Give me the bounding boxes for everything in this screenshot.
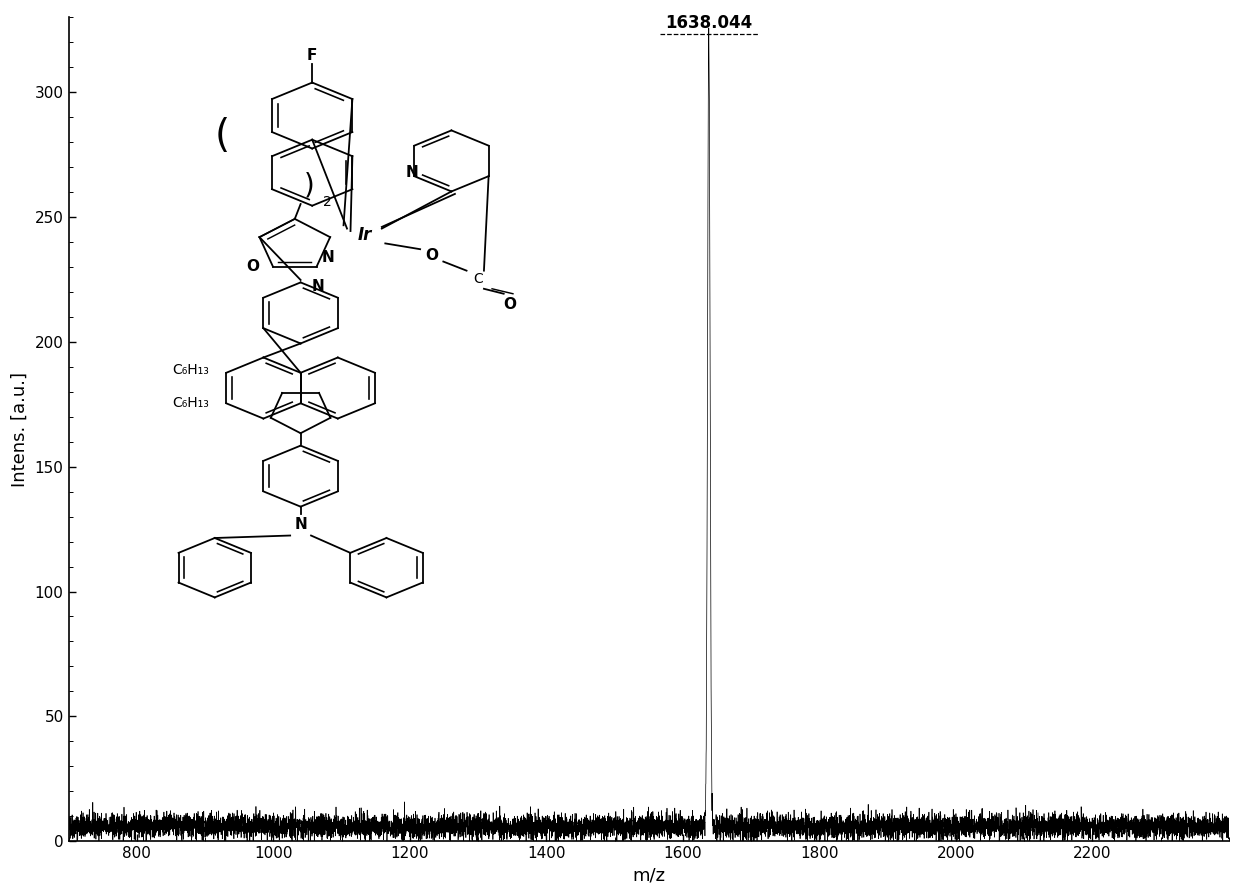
Text: ): ) bbox=[304, 172, 314, 200]
Text: N: N bbox=[405, 165, 418, 179]
Text: F: F bbox=[308, 47, 317, 63]
X-axis label: m/z: m/z bbox=[632, 867, 665, 885]
Text: C: C bbox=[474, 271, 484, 286]
Text: O: O bbox=[246, 259, 259, 274]
Text: Ir: Ir bbox=[357, 226, 372, 245]
Text: (: ( bbox=[215, 116, 229, 155]
Text: O: O bbox=[425, 248, 438, 263]
Text: 1638.044: 1638.044 bbox=[665, 13, 753, 31]
Text: N: N bbox=[294, 517, 308, 532]
Y-axis label: Intens. [a.u.]: Intens. [a.u.] bbox=[11, 372, 29, 487]
Text: 2: 2 bbox=[322, 195, 331, 209]
Text: C₆H₁₃: C₆H₁₃ bbox=[172, 363, 208, 377]
Text: N: N bbox=[321, 249, 334, 264]
Text: N: N bbox=[311, 279, 324, 294]
Text: C₆H₁₃: C₆H₁₃ bbox=[172, 396, 208, 409]
Text: O: O bbox=[503, 297, 516, 312]
